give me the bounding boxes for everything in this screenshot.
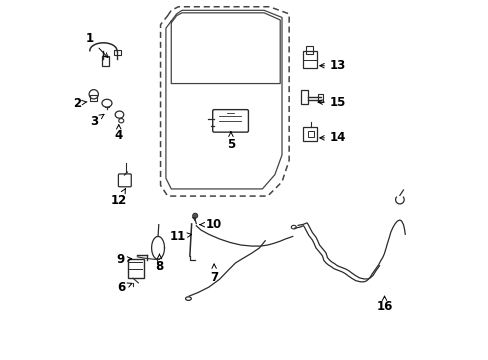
Text: 1: 1 bbox=[86, 32, 108, 58]
Bar bbox=[302, 127, 316, 141]
Text: 13: 13 bbox=[319, 59, 346, 72]
Bar bbox=[127, 258, 143, 278]
Bar bbox=[114, 50, 121, 55]
Text: 9: 9 bbox=[116, 253, 131, 266]
Bar bbox=[303, 51, 316, 68]
Text: 4: 4 bbox=[114, 125, 122, 142]
Text: 6: 6 bbox=[117, 282, 132, 294]
Text: 16: 16 bbox=[376, 296, 392, 313]
Bar bbox=[90, 95, 97, 102]
Text: 2: 2 bbox=[73, 97, 87, 110]
Text: 10: 10 bbox=[200, 218, 222, 231]
Text: 8: 8 bbox=[155, 254, 163, 273]
Text: 11: 11 bbox=[169, 230, 191, 243]
Bar bbox=[102, 57, 109, 66]
Bar bbox=[300, 90, 307, 104]
Text: 7: 7 bbox=[210, 264, 218, 284]
Text: 5: 5 bbox=[226, 132, 235, 151]
Text: 14: 14 bbox=[319, 131, 346, 144]
Circle shape bbox=[192, 213, 197, 218]
Bar bbox=[305, 46, 313, 54]
Bar bbox=[307, 131, 313, 137]
Bar bbox=[317, 94, 323, 102]
Text: 3: 3 bbox=[90, 114, 104, 127]
Text: 12: 12 bbox=[110, 189, 126, 207]
Text: 15: 15 bbox=[317, 96, 346, 109]
